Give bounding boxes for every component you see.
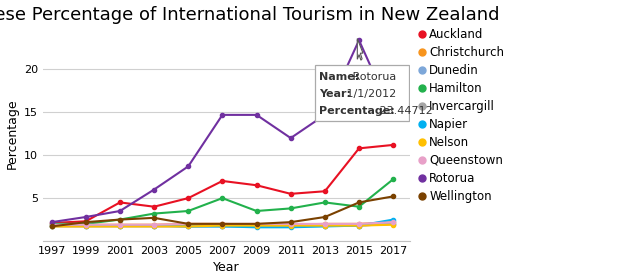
Text: Name:: Name: <box>319 72 359 82</box>
Text: 1/1/2012: 1/1/2012 <box>343 89 396 99</box>
Legend: Auckland, Christchurch, Dunedin, Hamilton, Invercargill, Napier, Nelson, Queenst: Auckland, Christchurch, Dunedin, Hamilto… <box>420 28 504 203</box>
Title: Chinese Percentage of International Tourism in New Zealand: Chinese Percentage of International Tour… <box>0 6 500 24</box>
X-axis label: Year: Year <box>213 262 240 274</box>
FancyBboxPatch shape <box>315 65 409 121</box>
Text: 23.44712: 23.44712 <box>376 106 433 116</box>
Text: Percentage:: Percentage: <box>319 106 394 116</box>
Text: Rotorua: Rotorua <box>349 72 396 82</box>
Polygon shape <box>357 39 363 60</box>
Y-axis label: Percentage: Percentage <box>6 99 19 169</box>
Text: Year:: Year: <box>319 89 351 99</box>
